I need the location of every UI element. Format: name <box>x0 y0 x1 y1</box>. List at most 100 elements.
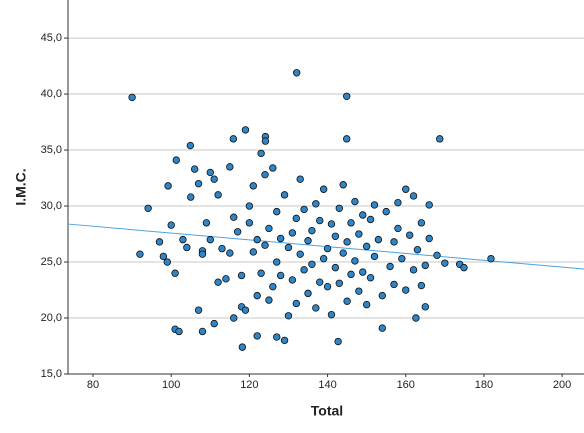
point <box>229 135 238 143</box>
point <box>312 200 320 208</box>
point <box>316 216 324 225</box>
point <box>335 279 343 287</box>
point <box>402 286 410 294</box>
point <box>343 238 351 246</box>
point <box>327 220 336 228</box>
point <box>441 259 449 267</box>
point <box>405 231 414 239</box>
y-tick-label: 15,0 <box>41 368 62 380</box>
point <box>230 314 238 322</box>
point <box>300 266 308 274</box>
point <box>362 300 371 309</box>
point <box>226 249 234 257</box>
point <box>198 250 207 258</box>
point <box>292 69 301 77</box>
point <box>409 192 418 200</box>
point <box>198 327 207 336</box>
point <box>296 175 304 183</box>
point <box>433 251 441 260</box>
x-tick-label: 80 <box>87 379 99 391</box>
y-tick-label: 45,0 <box>41 32 62 44</box>
point <box>253 235 261 244</box>
point <box>249 182 257 190</box>
point <box>190 165 199 173</box>
point <box>412 314 420 322</box>
point <box>265 224 273 233</box>
point <box>183 243 191 252</box>
point <box>276 234 285 243</box>
point <box>304 289 312 298</box>
point <box>261 241 269 249</box>
point <box>292 299 300 308</box>
point <box>390 280 398 289</box>
point <box>159 252 168 261</box>
point <box>398 254 406 263</box>
point <box>292 214 300 223</box>
point <box>222 275 230 283</box>
point <box>425 234 433 243</box>
y-tick-label: 25,0 <box>41 256 62 268</box>
point <box>284 243 293 252</box>
point <box>273 258 281 266</box>
point <box>187 193 195 201</box>
point <box>323 244 332 253</box>
point <box>202 219 211 227</box>
point <box>382 207 390 216</box>
point <box>172 156 180 164</box>
point <box>233 228 242 236</box>
x-tick-label: 180 <box>475 379 493 391</box>
point <box>280 336 289 345</box>
point <box>359 268 367 276</box>
point <box>128 93 136 102</box>
point <box>179 235 187 244</box>
point <box>245 202 254 210</box>
point <box>167 221 175 229</box>
point <box>370 252 379 261</box>
point <box>276 271 285 280</box>
point <box>230 213 238 221</box>
x-tick-label: 160 <box>397 379 415 391</box>
point <box>280 191 289 199</box>
point <box>261 170 269 179</box>
point <box>460 263 468 272</box>
point <box>343 297 351 305</box>
y-axis-label: I.M.C. <box>13 168 29 205</box>
point <box>417 219 426 227</box>
point <box>245 219 254 227</box>
point <box>194 179 203 188</box>
point <box>374 235 383 244</box>
point <box>136 250 144 258</box>
point <box>370 201 379 209</box>
point <box>487 254 495 263</box>
point <box>378 291 386 300</box>
point <box>436 135 444 143</box>
point <box>218 244 226 253</box>
point <box>402 185 410 193</box>
point <box>409 266 418 274</box>
point <box>257 149 265 158</box>
point <box>284 312 293 320</box>
point <box>394 224 402 233</box>
point <box>334 337 342 346</box>
point <box>378 324 386 332</box>
point <box>331 263 340 272</box>
point <box>359 211 367 219</box>
point <box>206 235 214 244</box>
point <box>425 201 433 209</box>
point <box>331 232 340 240</box>
point <box>343 135 351 143</box>
point <box>214 278 222 286</box>
point <box>351 257 359 265</box>
point <box>253 291 261 300</box>
x-tick-label: 200 <box>553 379 571 391</box>
point <box>362 242 371 251</box>
point <box>347 270 355 279</box>
point <box>355 230 363 238</box>
point <box>339 249 347 257</box>
point <box>210 175 218 183</box>
point <box>164 182 172 190</box>
point <box>323 282 332 291</box>
point <box>261 137 270 145</box>
